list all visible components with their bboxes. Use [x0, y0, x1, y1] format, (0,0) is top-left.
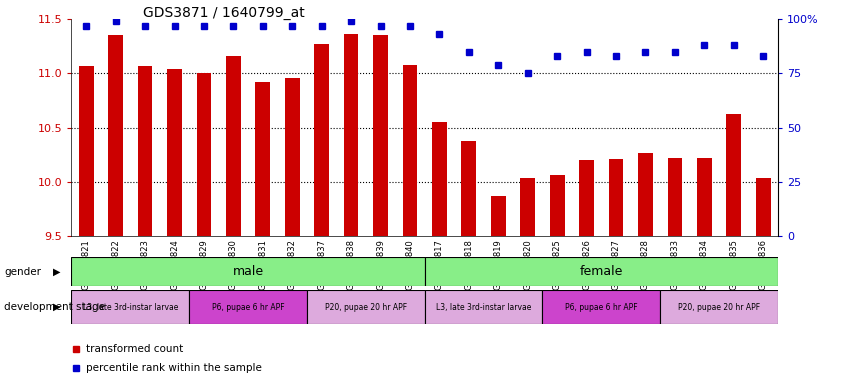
Text: P20, pupae 20 hr APF: P20, pupae 20 hr APF	[678, 303, 760, 312]
Bar	[71, 290, 189, 324]
Bar	[189, 290, 307, 324]
Text: development stage: development stage	[4, 302, 105, 312]
Text: P6, pupae 6 hr APF: P6, pupae 6 hr APF	[565, 303, 637, 312]
Bar	[108, 35, 123, 236]
Text: female: female	[579, 265, 623, 278]
Bar	[491, 196, 505, 236]
Text: gender: gender	[4, 266, 41, 277]
Bar	[462, 141, 476, 236]
Bar	[226, 56, 241, 236]
Text: L3, late 3rd-instar larvae: L3, late 3rd-instar larvae	[82, 303, 178, 312]
Bar	[432, 122, 447, 236]
Bar	[344, 35, 358, 236]
Bar	[756, 177, 770, 236]
Bar	[609, 159, 623, 236]
Bar	[542, 290, 660, 324]
Bar	[727, 114, 741, 236]
Text: ▶: ▶	[53, 266, 61, 277]
Text: GDS3871 / 1640799_at: GDS3871 / 1640799_at	[143, 6, 304, 20]
Bar	[79, 66, 93, 236]
Text: P6, pupae 6 hr APF: P6, pupae 6 hr APF	[212, 303, 284, 312]
Text: L3, late 3rd-instar larvae: L3, late 3rd-instar larvae	[436, 303, 532, 312]
Bar	[660, 290, 778, 324]
Bar	[138, 66, 152, 236]
Bar	[197, 73, 211, 236]
Text: transformed count: transformed count	[86, 344, 183, 354]
Text: percentile rank within the sample: percentile rank within the sample	[86, 363, 262, 373]
Bar	[403, 65, 417, 236]
Bar	[425, 257, 778, 286]
Bar	[697, 158, 711, 236]
Bar	[521, 177, 535, 236]
Bar	[315, 44, 329, 236]
Bar	[307, 290, 425, 324]
Bar	[550, 175, 564, 236]
Bar	[373, 35, 388, 236]
Bar	[579, 160, 594, 236]
Bar	[668, 158, 682, 236]
Bar	[425, 290, 542, 324]
Bar	[638, 152, 653, 236]
Text: male: male	[232, 265, 264, 278]
Text: P20, pupae 20 hr APF: P20, pupae 20 hr APF	[325, 303, 407, 312]
Bar	[285, 78, 299, 236]
Text: ▶: ▶	[53, 302, 61, 312]
Bar	[167, 69, 182, 236]
Bar	[71, 257, 425, 286]
Bar	[256, 82, 270, 236]
